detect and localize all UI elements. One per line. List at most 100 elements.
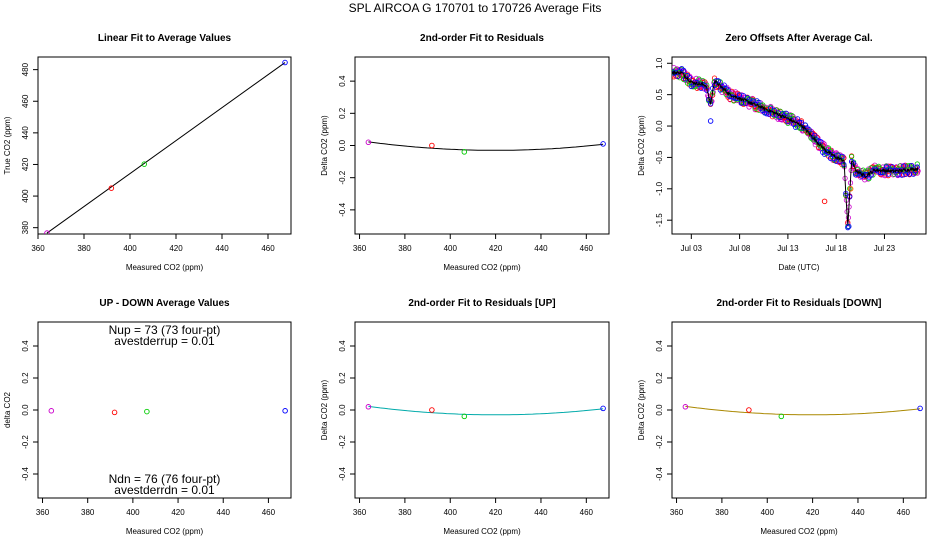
plot-area xyxy=(682,404,923,420)
y-tick-label: -0.4 xyxy=(655,467,664,481)
y-tick-label: -1.5 xyxy=(655,213,664,227)
data-point xyxy=(141,161,148,167)
outlier-point xyxy=(821,198,828,205)
data-point xyxy=(365,139,372,146)
series-point xyxy=(785,120,791,126)
data-point xyxy=(746,407,752,413)
data-point xyxy=(282,59,288,66)
x-tick-label: Jul 13 xyxy=(777,244,799,253)
x-axis-label: Date (UTC) xyxy=(779,263,820,272)
plot-frame xyxy=(354,56,610,235)
y-tick-label: -0.2 xyxy=(338,435,347,449)
series-point xyxy=(829,151,835,158)
panel-title: 2nd-order Fit to Residuals [UP] xyxy=(408,298,555,309)
x-tick-label: 460 xyxy=(262,508,276,517)
y-tick-label: 0.0 xyxy=(338,404,347,416)
plot-area xyxy=(672,65,921,231)
data-point xyxy=(461,149,468,155)
series-point xyxy=(756,99,762,106)
series-point xyxy=(672,70,675,76)
data-point xyxy=(365,404,372,410)
x-tick-label: 360 xyxy=(353,244,367,253)
annotation-avestderrup: avestderrup = 0.01 xyxy=(114,334,215,348)
y-tick-label: 400 xyxy=(21,189,30,203)
data-point xyxy=(682,404,689,410)
series-point xyxy=(885,173,891,179)
y-tick-label: 0.4 xyxy=(338,75,347,87)
x-tick-label: 460 xyxy=(897,508,911,517)
series-point xyxy=(901,163,907,169)
data-point xyxy=(600,405,606,412)
plot-area xyxy=(48,408,288,416)
series-point xyxy=(792,124,799,130)
y-tick-label: 0.2 xyxy=(338,107,347,119)
y-tick-label: 0.2 xyxy=(338,372,347,384)
panel-title: 2nd-order Fit to Residuals [DOWN] xyxy=(717,298,882,309)
series-point xyxy=(839,153,845,159)
x-tick-label: 360 xyxy=(36,508,50,517)
y-axis-label: delta CO2 xyxy=(3,391,12,428)
y-tick-label: -0.4 xyxy=(338,202,347,216)
fit-curve xyxy=(685,405,921,416)
x-tick-label: 420 xyxy=(489,508,503,517)
panel-zero-offsets: Zero Offsets After Average Cal. Jul 03 Jul… xyxy=(637,33,927,272)
series-point xyxy=(787,113,793,119)
y-tick-label: -0.4 xyxy=(21,467,30,481)
data-point xyxy=(461,413,468,420)
plot-area xyxy=(365,139,606,155)
x-tick-label: 400 xyxy=(126,508,140,517)
panel-linear-fit: Linear Fit to Average Values 360 380 400 420… xyxy=(3,33,292,272)
plot-area xyxy=(365,404,606,420)
panel-title: UP - DOWN Average Values xyxy=(99,298,230,309)
outlier-point xyxy=(845,223,852,230)
x-tick-label: 440 xyxy=(534,508,548,517)
x-tick-label: 460 xyxy=(580,508,594,517)
fit-curve xyxy=(368,405,604,416)
x-tick-label: 420 xyxy=(489,244,503,253)
x-tick-label: Jul 18 xyxy=(826,244,848,253)
x-tick-label: Jul 08 xyxy=(729,244,751,253)
x-tick-label: 380 xyxy=(81,508,95,517)
y-tick-label: -0.2 xyxy=(338,170,347,184)
series-point xyxy=(903,163,909,169)
y-tick-label: 0.5 xyxy=(655,89,664,101)
y-tick-label: 460 xyxy=(21,94,30,108)
data-point xyxy=(44,230,50,234)
y-tick-label: 0.4 xyxy=(21,340,30,352)
data-point xyxy=(429,407,435,413)
y-tick-label: 480 xyxy=(21,62,30,76)
x-tick-label: 380 xyxy=(715,508,729,517)
data-point xyxy=(144,408,150,415)
data-point xyxy=(48,408,55,414)
series-point xyxy=(675,73,681,79)
x-tick-label: 420 xyxy=(806,508,820,517)
series-point xyxy=(883,164,890,170)
x-tick-label: 360 xyxy=(31,244,45,253)
trend-line xyxy=(672,69,919,226)
panel-residuals-up: 2nd-order Fit to Residuals [UP] 360 380 400… xyxy=(320,298,610,536)
x-tick-label: 440 xyxy=(534,244,548,253)
x-tick-label: 380 xyxy=(398,244,412,253)
y-tick-label: -1.0 xyxy=(655,181,664,195)
panel-residuals: 2nd-order Fit to Residuals 360 380 400 420 44… xyxy=(320,33,610,272)
annotation-avestderrdn: avestderrdn = 0.01 xyxy=(114,483,215,497)
series-point xyxy=(914,161,920,167)
x-tick-label: 380 xyxy=(77,244,91,253)
y-tick-label: 0.2 xyxy=(21,372,30,384)
x-axis-label: Measured CO2 (ppm) xyxy=(126,527,204,536)
y-axis-label: True CO2 (ppm) xyxy=(3,116,12,174)
annotation-ndn: Ndn = 76 (76 four-pt) xyxy=(109,472,221,486)
series-point xyxy=(680,67,687,74)
fit-line xyxy=(46,62,286,234)
y-axis-label: Delta CO2 (ppm) xyxy=(637,379,646,440)
x-axis-label: Measured CO2 (ppm) xyxy=(760,527,838,536)
series-point xyxy=(742,100,749,106)
y-tick-label: -0.2 xyxy=(655,435,664,449)
series-point xyxy=(908,163,915,169)
series-point xyxy=(713,78,720,84)
series-point xyxy=(885,171,891,177)
fit-curve xyxy=(368,141,604,151)
x-tick-label: 360 xyxy=(670,508,684,517)
data-point xyxy=(917,405,923,412)
